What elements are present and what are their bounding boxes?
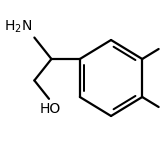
Text: HO: HO [39,102,61,116]
Text: H$_2$N: H$_2$N [4,18,33,34]
